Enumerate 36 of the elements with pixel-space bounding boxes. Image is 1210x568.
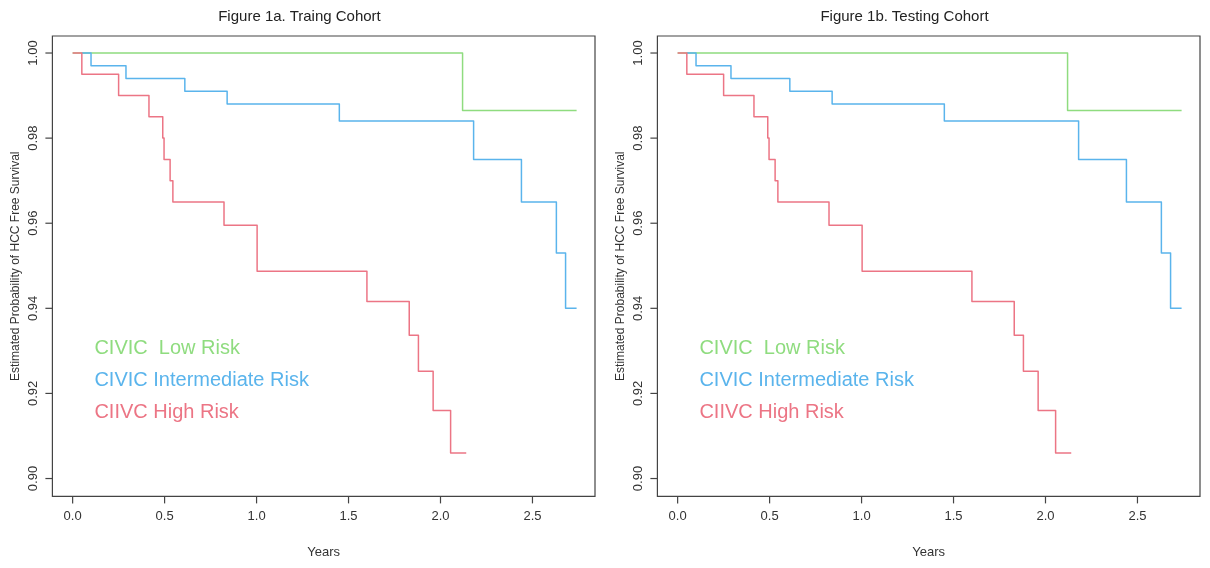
x-tick-label: 1.0 [852,508,871,524]
y-tick-label: 0.94 [25,295,41,321]
y-tick-label: 0.96 [630,210,646,236]
y-tick-label: 0.96 [25,210,41,236]
y-tick-label: 1.00 [630,40,646,66]
y-tick-label: 0.98 [25,125,41,151]
x-tick-label: 2.5 [523,508,542,524]
text: CIVIC Intermediate Risk [94,367,310,390]
x-tick-label: 0.5 [155,508,174,524]
text: CIVIC Intermediate Risk [699,367,915,390]
y-axis-title: Estimated Probability of HCC Free Survival [612,151,627,381]
x-tick-label: 2.0 [431,508,450,524]
x-tick-label: 2.0 [1036,508,1055,524]
x-tick-label: 1.5 [944,508,963,524]
y-tick-label: 0.94 [630,295,646,321]
text: CIVIC Low Risk [699,335,846,358]
x-tick-label: 0.0 [63,508,82,524]
text: CIVIC Low Risk [94,335,241,358]
chart-title: Figure 1a. Traing Cohort [218,7,382,25]
y-tick-label: 1.00 [25,40,41,66]
y-tick-label: 0.90 [630,465,646,492]
y-tick-label: 0.98 [630,125,646,151]
x-tick-label: 0.0 [668,508,687,524]
text: CIIVC High Risk [699,399,845,422]
x-tick-label: 1.5 [339,508,358,524]
y-tick-label: 0.92 [630,380,646,407]
text: CIIVC High Risk [94,399,240,422]
x-tick-label: 2.5 [1128,508,1147,524]
x-tick-label: 0.5 [760,508,779,524]
y-tick-label: 0.90 [25,465,41,492]
x-axis-title: Years [912,543,946,559]
y-axis-title: Estimated Probability of HCC Free Survival [7,151,22,381]
x-tick-label: 1.0 [247,508,266,524]
y-tick-label: 0.92 [25,380,41,407]
x-axis-title: Years [307,543,341,559]
chart-title: Figure 1b. Testing Cohort [820,7,990,25]
